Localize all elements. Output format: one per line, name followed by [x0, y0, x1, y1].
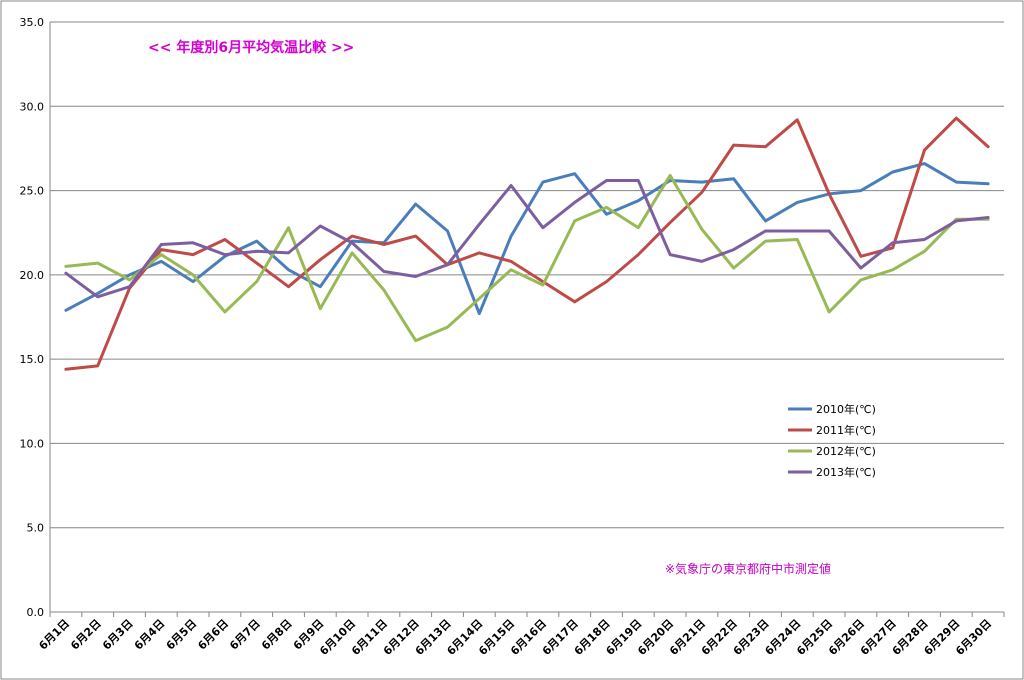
legend-label: 2012年(℃) — [816, 444, 876, 458]
series-line-2 — [64, 116, 990, 371]
series-line-3 — [64, 173, 990, 343]
y-tick-label: 0.0 — [27, 606, 45, 619]
y-tick-label: 25.0 — [20, 185, 45, 198]
y-tick-label: 20.0 — [20, 269, 45, 282]
y-tick-label: 35.0 — [20, 16, 45, 29]
y-tick-label: 10.0 — [20, 437, 45, 450]
legend-label: 2013年(℃) — [816, 465, 876, 479]
gridlines — [50, 21, 1004, 613]
y-tick-label: 30.0 — [20, 100, 45, 113]
legend-label: 2011年(℃) — [816, 423, 876, 437]
chart-title: << 年度別6月平均気温比較 >> — [148, 39, 354, 56]
series-lines — [64, 116, 990, 371]
source-note: ※気象庁の東京都府中市測定値 — [665, 561, 831, 576]
legend: 2010年(℃) 2011年(℃) 2012年(℃) 2013年(℃) — [788, 402, 876, 479]
y-axis-ticks: 0.0 5.0 10.0 15.0 20.0 25.0 30.0 35.0 — [20, 16, 45, 619]
series-line-1 — [64, 162, 990, 316]
series-line-4 — [64, 179, 990, 299]
y-tick-label: 5.0 — [27, 522, 45, 535]
y-tick-label: 15.0 — [20, 353, 45, 366]
legend-label: 2010年(℃) — [816, 402, 876, 416]
